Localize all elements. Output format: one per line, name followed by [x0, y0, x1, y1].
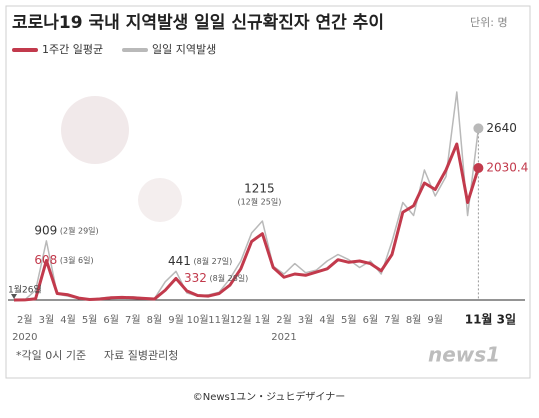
date-label: (2월 29일) [60, 225, 99, 235]
end-marker [473, 123, 484, 134]
start-label: 1월26일 [8, 284, 42, 296]
unit: 단위: 명 [470, 16, 508, 29]
source: 자료 질병관리청 [104, 349, 178, 362]
value-label: 332 [184, 271, 207, 285]
x-tick-label: 10월 [187, 314, 209, 326]
legend-label: 일일 지역발생 [152, 42, 216, 56]
date-label: (8월 28일) [210, 273, 249, 283]
start-marker [11, 294, 17, 299]
value-label: 2640 [486, 121, 517, 135]
value-label: 2030.4 [486, 161, 528, 175]
value-label: 909 [34, 223, 57, 237]
x-tick-label: 8월 [406, 314, 422, 326]
note: *각일 0시 기준 [16, 348, 86, 362]
value-label: 1215 [244, 182, 275, 196]
x-tick-label: 4월 [319, 314, 335, 326]
chart-title: 코로나19 국내 지역발생 일일 신규확진자 연간 추이 [12, 13, 384, 33]
x-tick-label: 5월 [341, 314, 357, 326]
value-label: 608 [34, 253, 57, 267]
x-tick-label: 7월 [384, 314, 400, 326]
x-tick-label: 8월 [147, 314, 163, 326]
x-tick-label: 11월 [208, 314, 230, 326]
x-tick-label: 6월 [103, 314, 119, 326]
credit: ©News1ユン・ジュヒデザイナー [193, 390, 345, 403]
end-marker [473, 163, 484, 174]
x-tick-label: 5월 [82, 314, 98, 326]
date-label: (12월 25일) [237, 197, 281, 207]
x-tick-label: 1월 [255, 314, 271, 326]
logo: news1 [428, 343, 500, 367]
virus-decoration [61, 96, 129, 164]
x-tick-label: 2월 [17, 314, 33, 326]
value-label: 441 [168, 254, 191, 268]
x-tick-label: 6월 [363, 314, 379, 326]
year-label: 2021 [271, 332, 296, 343]
x-tick-label: 3월 [39, 314, 55, 326]
x-tick-label: 12월 [230, 314, 252, 326]
date-label: (3월 6일) [60, 255, 94, 265]
x-tick-label: 9월 [427, 314, 443, 326]
series-line [13, 142, 480, 302]
x-tick-label: 3월 [298, 314, 314, 326]
x-tick-label: 7월 [125, 314, 141, 326]
x-tick-label: 9월 [168, 314, 184, 326]
x-tick-label: 4월 [60, 314, 76, 326]
x-tick-label: 2월 [276, 314, 292, 326]
virus-decoration [138, 178, 182, 222]
frame [5, 5, 531, 379]
legend-label: 1주간 일평균 [42, 42, 103, 56]
date-label: (8월 27일) [194, 256, 233, 266]
x-tick-label: 11월 3일 [465, 312, 516, 327]
year-label: 2020 [12, 332, 37, 343]
